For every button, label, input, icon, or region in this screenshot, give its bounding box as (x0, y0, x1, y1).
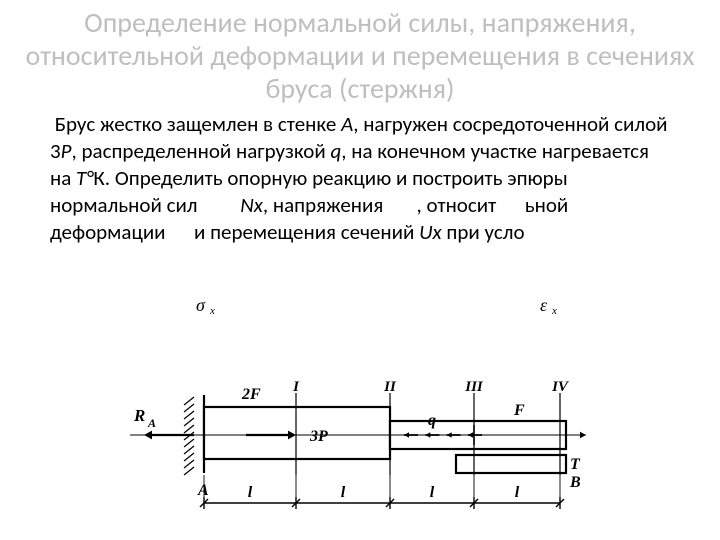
svg-text:II: II (383, 379, 397, 395)
sigma-x-formula: σx (196, 295, 222, 316)
svg-text:ε: ε (540, 295, 548, 315)
svg-text:x: x (209, 305, 215, 316)
svg-text:x: x (551, 305, 557, 316)
svg-text:T: T (570, 456, 581, 473)
svg-text:B: B (569, 474, 581, 491)
svg-text:l: l (341, 484, 346, 501)
svg-text:III: III (464, 379, 484, 395)
svg-text:l: l (248, 484, 253, 501)
svg-text:A: A (147, 416, 156, 430)
svg-text:I: I (292, 379, 300, 395)
slide-body: Брус жестко защемлен в стенке А, нагруже… (50, 111, 670, 245)
svg-text:2F: 2F (241, 386, 261, 403)
slide-title: Определение нормальной силы, напряжения,… (20, 0, 700, 105)
svg-text:l: l (515, 484, 520, 501)
svg-text:σ: σ (196, 295, 206, 315)
epsilon-x-formula: εx (540, 295, 564, 316)
svg-text:IV: IV (551, 379, 570, 395)
beam-diagram: IIIIIIIVRA2FF3PqABTllll (130, 375, 590, 525)
svg-text:3P: 3P (309, 428, 328, 445)
svg-text:A: A (197, 482, 209, 499)
svg-text:q: q (428, 412, 436, 429)
svg-text:l: l (430, 484, 435, 501)
svg-text:R: R (133, 406, 145, 425)
svg-text:F: F (513, 402, 525, 419)
